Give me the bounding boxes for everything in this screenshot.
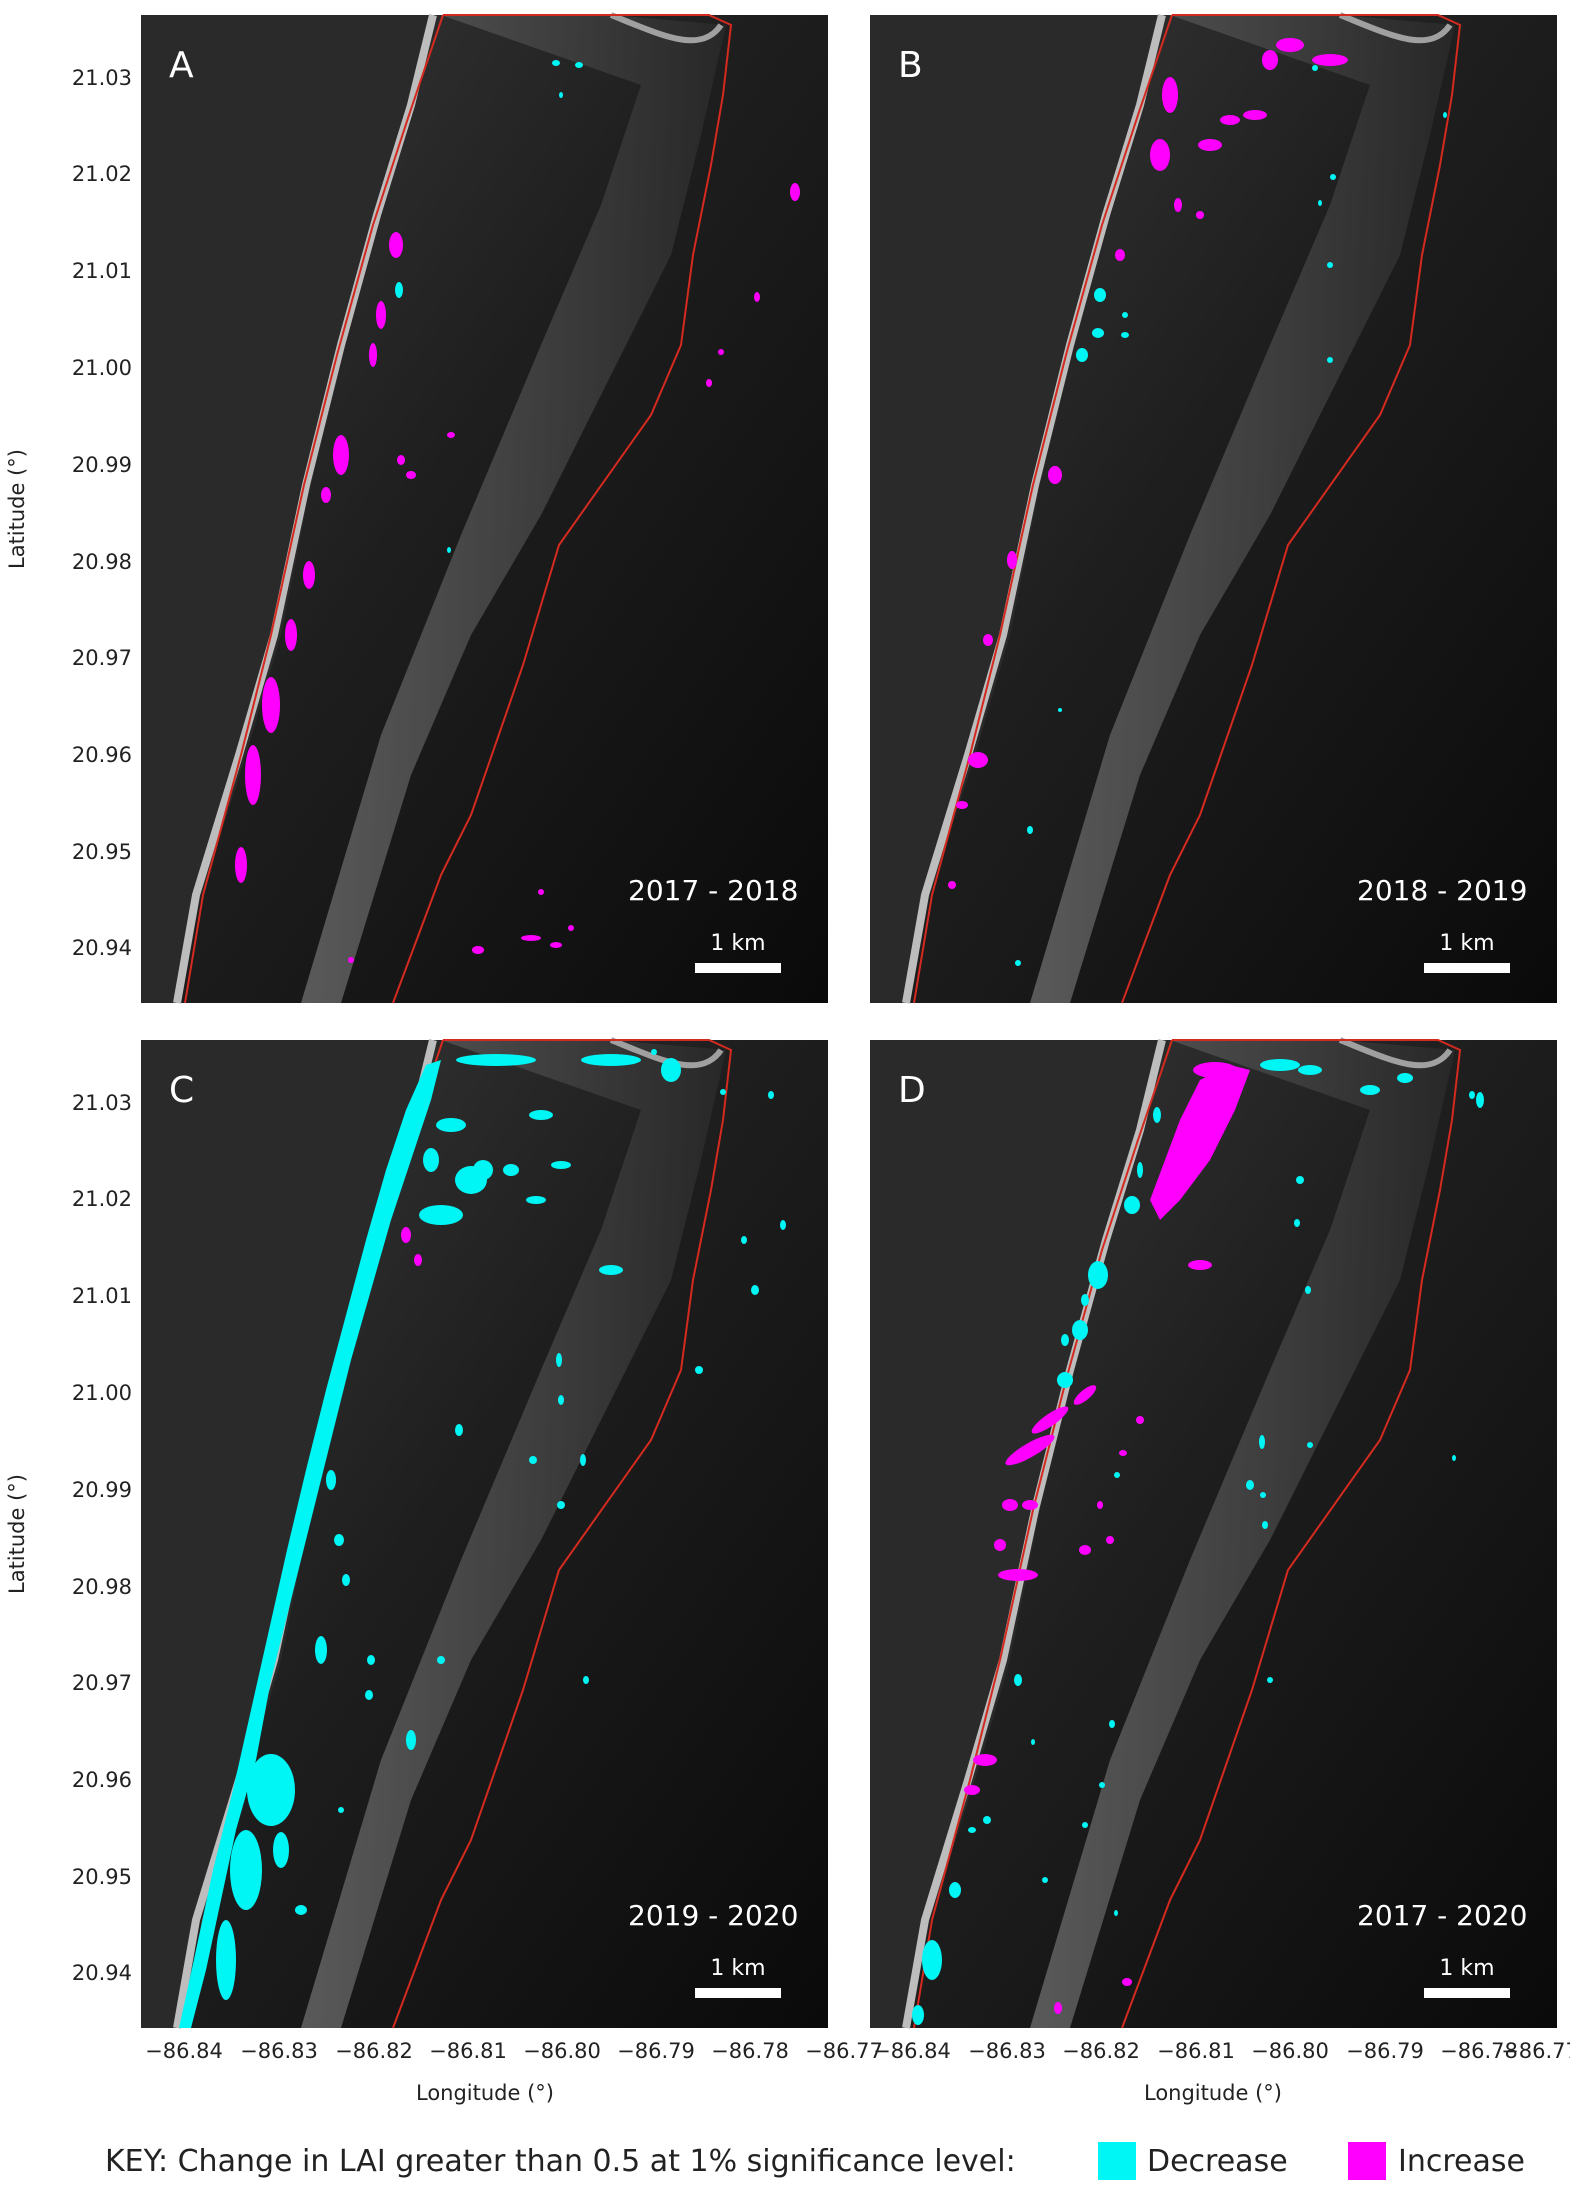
x-tick-label: −86.79 bbox=[1346, 2039, 1424, 2063]
increase-patches bbox=[401, 1227, 422, 1266]
increase-patches bbox=[948, 38, 1348, 889]
x-tick-label: −86.79 bbox=[617, 2039, 695, 2063]
y-tick-label: 20.96 bbox=[72, 743, 132, 767]
y-tick-label: 20.94 bbox=[72, 936, 132, 960]
x-tick-label: −86.83 bbox=[968, 2039, 1046, 2063]
y-tick-label: 20.99 bbox=[72, 1478, 132, 1502]
decrease-patches bbox=[912, 1059, 1484, 2025]
x-tick-label: −86.80 bbox=[1251, 2039, 1329, 2063]
x-tick-label: −86.80 bbox=[523, 2039, 601, 2063]
x-tick-label: −86.82 bbox=[335, 2039, 413, 2063]
x-tick-label: −86.81 bbox=[429, 2039, 507, 2063]
x-axis-left: −86.84 −86.83 −86.82 −86.81 −86.80 −86.7… bbox=[145, 2039, 883, 2063]
x-axis-title: Longitude (°) bbox=[1144, 2081, 1282, 2105]
scale-bar bbox=[695, 1988, 781, 1998]
y-tick-label: 20.96 bbox=[72, 1768, 132, 1792]
increase-patches bbox=[964, 1062, 1250, 2014]
y-tick-label: 20.98 bbox=[72, 1575, 132, 1599]
y-tick-label: 20.97 bbox=[72, 646, 132, 670]
legend-title: KEY: Change in LAI greater than 0.5 at 1… bbox=[105, 2144, 1016, 2179]
legend: KEY: Change in LAI greater than 0.5 at 1… bbox=[105, 2142, 1525, 2180]
legend-label-decrease: Decrease bbox=[1147, 2144, 1288, 2179]
x-tick-label: −86.77 bbox=[1501, 2039, 1570, 2063]
y-tick-label: 20.97 bbox=[72, 1671, 132, 1695]
period-label: 2017 - 2018 bbox=[628, 874, 798, 907]
y-tick-label: 20.95 bbox=[72, 1865, 132, 1889]
map-background bbox=[870, 12, 1557, 1004]
increase-patches bbox=[235, 183, 800, 963]
y-tick-label: 21.00 bbox=[72, 1381, 132, 1405]
x-tick-label: −86.81 bbox=[1157, 2039, 1235, 2063]
decrease-patches bbox=[395, 60, 583, 553]
reef-boundary bbox=[913, 1039, 1462, 2029]
x-tick-label: −86.78 bbox=[711, 2039, 789, 2063]
panel-d: D 2017 - 2020 1 km bbox=[870, 1037, 1557, 2029]
scale-bar bbox=[1424, 963, 1510, 973]
panel-letter: A bbox=[169, 45, 194, 86]
x-axis-title: Longitude (°) bbox=[416, 2081, 554, 2105]
scale-label: 1 km bbox=[1439, 1956, 1494, 1981]
scale-label: 1 km bbox=[710, 1956, 765, 1981]
x-tick-label: −86.84 bbox=[873, 2039, 951, 2063]
map-background bbox=[141, 12, 828, 1004]
panel-letter: D bbox=[898, 1070, 926, 1111]
legend-swatch-increase bbox=[1348, 2142, 1386, 2180]
y-tick-label: 21.02 bbox=[72, 1187, 132, 1211]
x-tick-label: −86.82 bbox=[1062, 2039, 1140, 2063]
x-tick-label: −86.78 bbox=[1440, 2039, 1518, 2063]
y-tick-label: 21.01 bbox=[72, 1284, 132, 1308]
x-tick-label: −86.84 bbox=[145, 2039, 223, 2063]
map-background bbox=[870, 1037, 1557, 2029]
panel-a: A 2017 - 2018 1 km bbox=[141, 12, 828, 1004]
y-tick-label: 20.99 bbox=[72, 453, 132, 477]
y-tick-label: 20.95 bbox=[72, 840, 132, 864]
period-label: 2018 - 2019 bbox=[1357, 874, 1527, 907]
reef-boundary bbox=[184, 14, 733, 1004]
scale-label: 1 km bbox=[710, 931, 765, 956]
x-tick-label: −86.83 bbox=[240, 2039, 318, 2063]
legend-swatch-decrease bbox=[1098, 2142, 1136, 2180]
y-axis-top: 21.03 21.02 21.01 21.00 20.99 20.98 20.9… bbox=[72, 66, 132, 960]
panel-b: B 2018 - 2019 1 km bbox=[870, 12, 1557, 1004]
x-tick-label: −86.77 bbox=[805, 2039, 883, 2063]
y-tick-label: 20.98 bbox=[72, 550, 132, 574]
y-tick-label: 21.02 bbox=[72, 162, 132, 186]
panel-letter: C bbox=[169, 1070, 194, 1111]
y-tick-label: 21.03 bbox=[72, 66, 132, 90]
scale-label: 1 km bbox=[1439, 931, 1494, 956]
y-tick-label: 21.03 bbox=[72, 1091, 132, 1115]
period-label: 2019 - 2020 bbox=[628, 1899, 798, 1932]
panel-c: C 2019 - 2020 1 km bbox=[141, 1037, 828, 2029]
legend-label-increase: Increase bbox=[1398, 2144, 1525, 2179]
scale-bar bbox=[695, 963, 781, 973]
scale-bar bbox=[1424, 1988, 1510, 1998]
reef-boundary bbox=[913, 14, 1462, 1004]
decrease-patches bbox=[1015, 65, 1447, 966]
period-label: 2017 - 2020 bbox=[1357, 1899, 1527, 1932]
y-axis-bottom: 21.03 21.02 21.01 21.00 20.99 20.98 20.9… bbox=[72, 1091, 132, 1985]
y-axis-title: Latitude (°) bbox=[5, 449, 29, 569]
y-tick-label: 21.00 bbox=[72, 356, 132, 380]
y-tick-label: 20.94 bbox=[72, 1961, 132, 1985]
x-axis-right: −86.84 −86.83 −86.82 −86.81 −86.80 −86.7… bbox=[873, 2039, 1570, 2063]
y-tick-label: 21.01 bbox=[72, 259, 132, 283]
decrease-patches bbox=[179, 1049, 786, 2028]
y-axis-title: Latitude (°) bbox=[5, 1474, 29, 1594]
panel-letter: B bbox=[898, 45, 923, 86]
